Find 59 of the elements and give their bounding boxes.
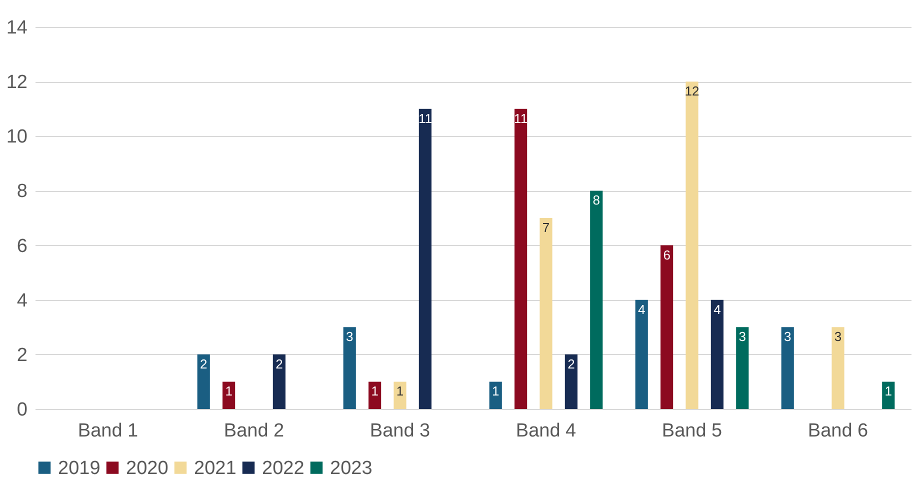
data-label: 3 [346,329,354,344]
bar [736,327,749,409]
data-label: 8 [592,192,600,208]
bar [418,108,432,409]
data-label: 1 [225,384,232,399]
bar [540,218,552,409]
bar [781,327,794,409]
data-label: 2 [200,356,208,372]
bar [635,300,648,409]
bar [197,354,210,409]
bar [710,300,724,409]
bar [514,108,528,409]
legend-label: 2019 [58,458,100,479]
bar [272,354,286,409]
data-label: 4 [638,302,646,317]
data-label: 4 [714,302,721,317]
bar [590,190,603,409]
bar [343,327,356,409]
legend-label: 2021 [194,458,236,479]
y-tick-label: 0 [16,400,28,420]
bar [832,327,844,409]
data-label: 3 [834,329,842,344]
bar [222,382,236,409]
data-label: 11 [418,110,432,126]
x-tick-label: Band 3 [370,420,430,442]
data-label: 1 [492,384,500,399]
data-label: 3 [738,329,746,344]
y-tick-label: 10 [6,126,28,148]
legend-label: 2022 [262,458,304,479]
y-tick-label: 6 [16,236,28,257]
bar [489,382,502,409]
bar [564,354,578,409]
y-tick-label: 4 [16,290,28,312]
data-label: 1 [396,384,404,399]
data-label: 2 [568,356,575,372]
data-label: 3 [784,329,792,344]
data-label: 7 [542,220,550,235]
bar [686,82,698,409]
y-tick-label: 2 [16,344,28,366]
bar [368,382,382,409]
y-tick-label: 12 [6,72,28,94]
data-label: 11 [514,110,528,126]
x-tick-label: Band 6 [808,420,868,442]
legend-label: 2020 [126,458,168,479]
legend-label: 2023 [330,458,372,479]
data-label: 1 [884,384,892,399]
y-tick-label: 8 [16,181,28,202]
bar [394,382,406,409]
bar [882,382,895,409]
bar [660,245,674,409]
y-tick-label: 14 [6,18,28,38]
data-label: 1 [371,384,378,399]
data-label: 2 [276,356,283,372]
x-tick-label: Band 5 [662,420,722,442]
x-tick-label: Band 1 [78,420,138,442]
x-tick-label: Band 4 [516,420,577,442]
data-label: 6 [663,247,670,262]
data-label: 12 [684,84,700,99]
x-tick-label: Band 2 [224,420,284,442]
